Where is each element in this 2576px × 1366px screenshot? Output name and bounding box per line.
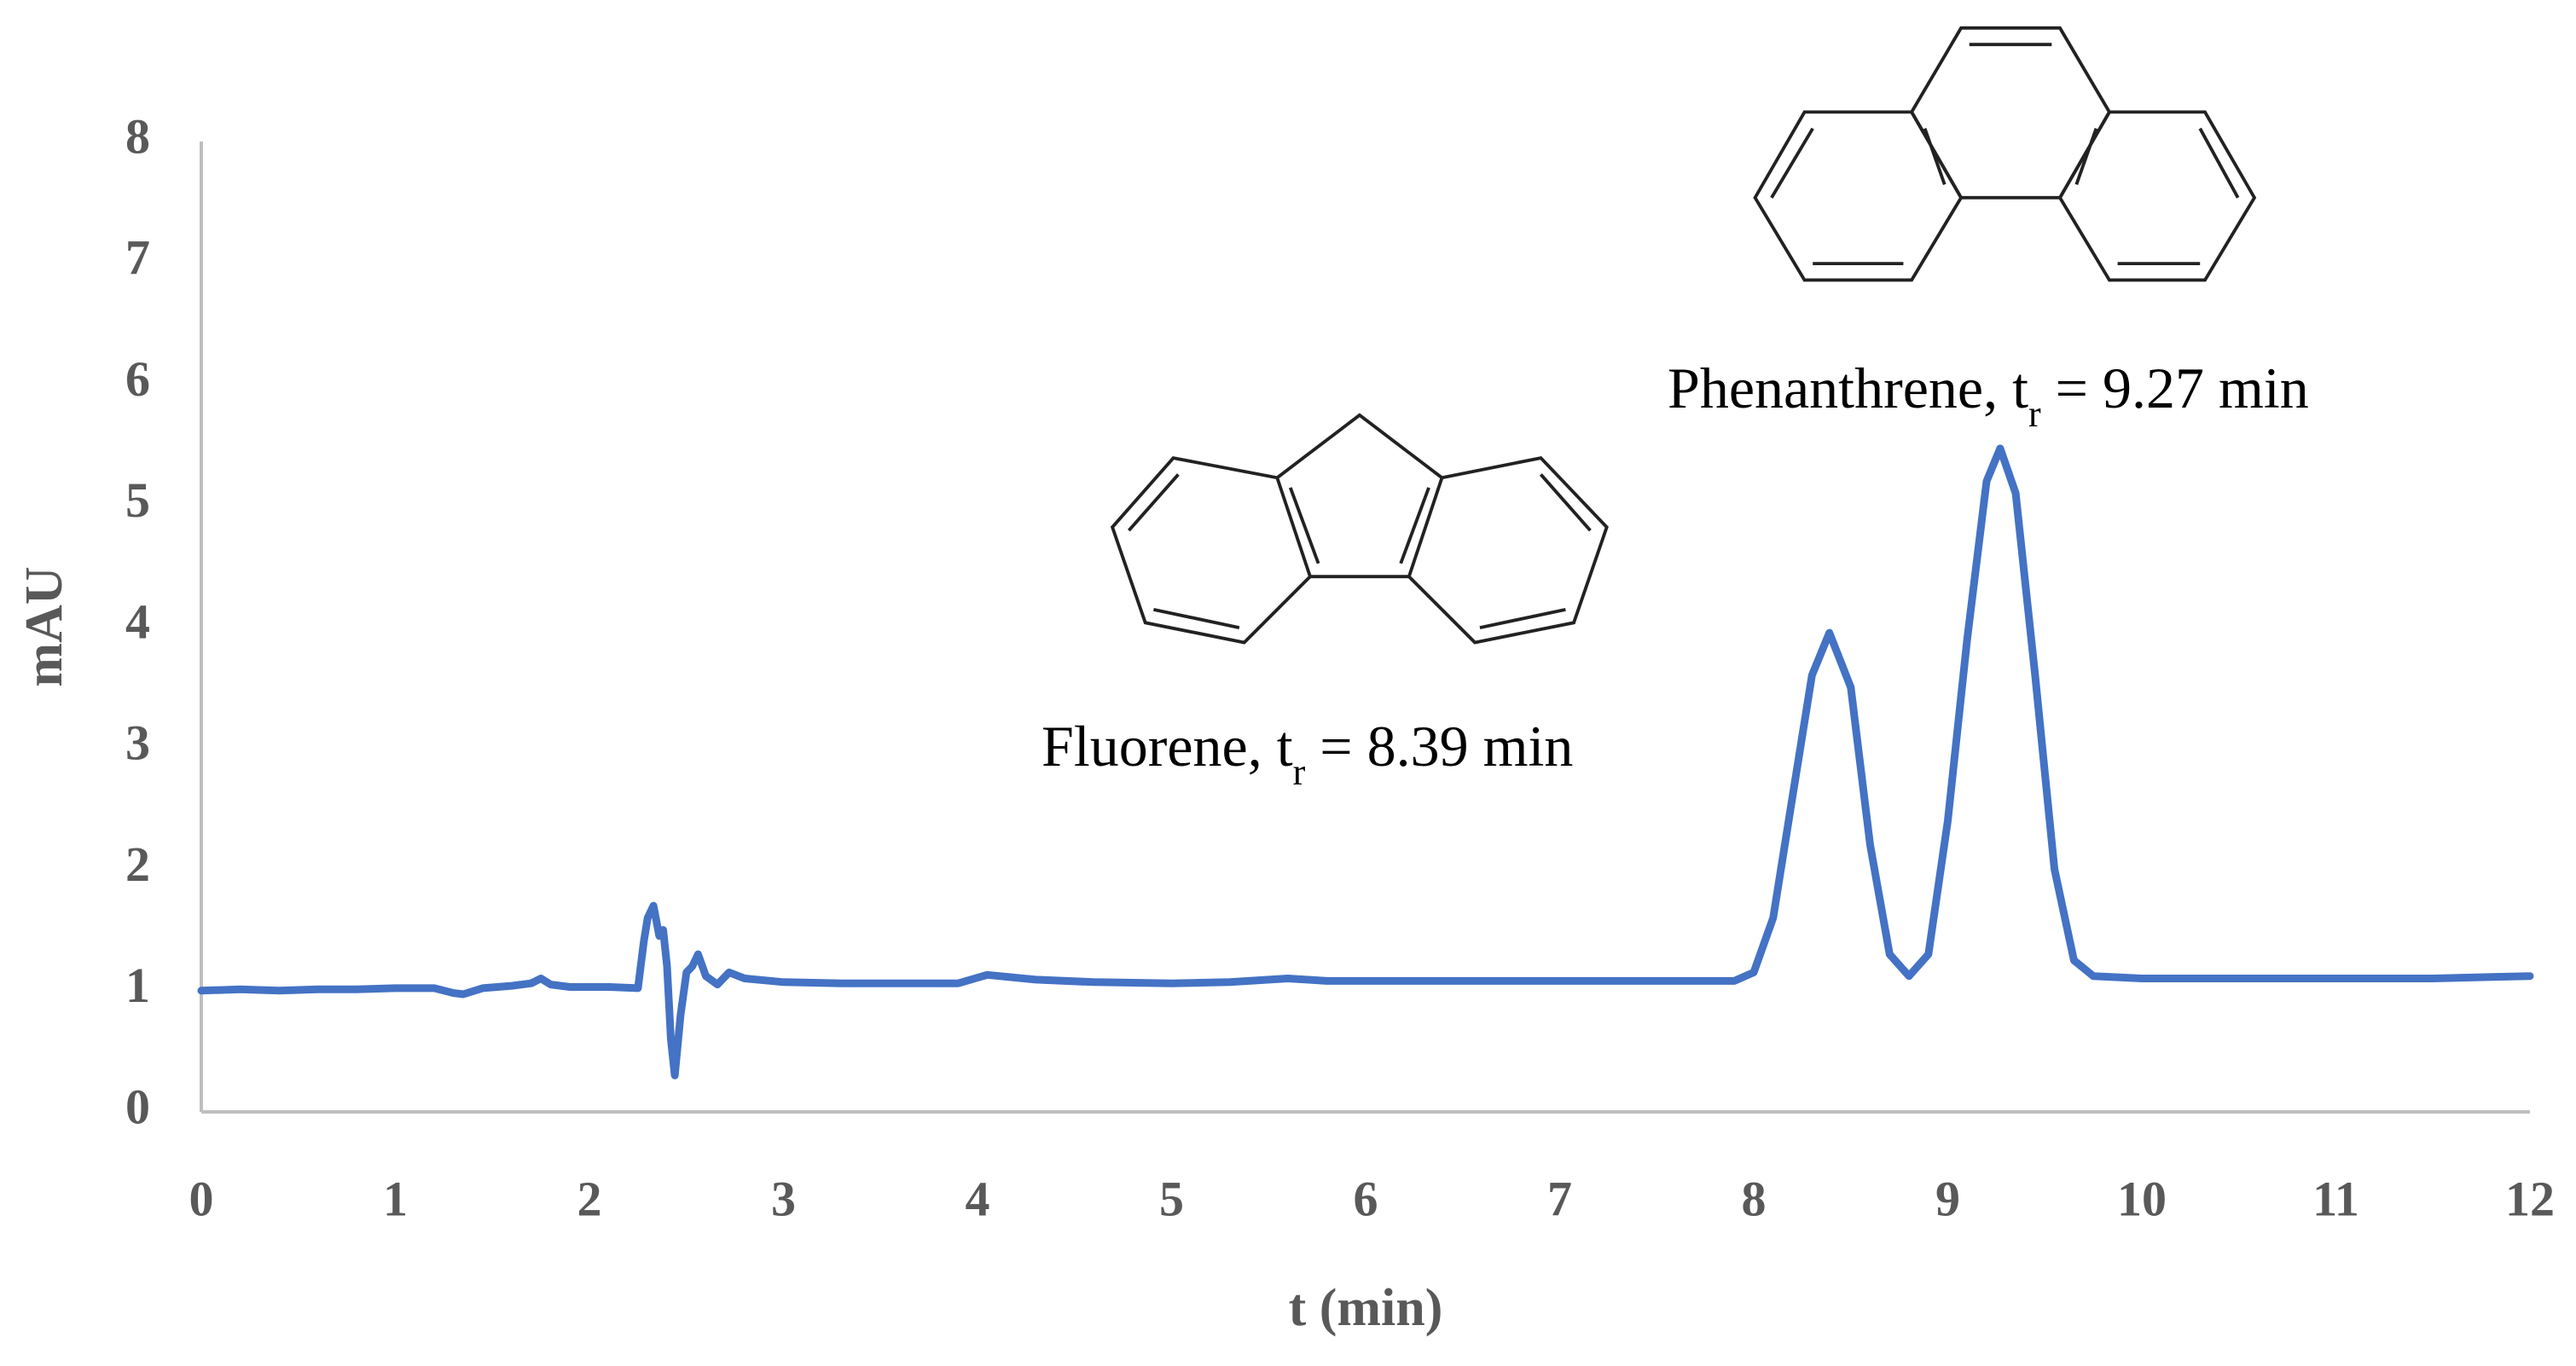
y-tick-label: 0 — [125, 1079, 150, 1134]
annotation-text: = 8.39 min — [1305, 714, 1573, 779]
x-tick-label: 9 — [1935, 1171, 1960, 1226]
y-tick-label: 4 — [125, 593, 150, 649]
x-tick-label: 5 — [1159, 1171, 1184, 1226]
y-tick-label: 6 — [125, 351, 150, 407]
y-tick-label: 7 — [125, 230, 150, 286]
y-axis-title: mAU — [15, 566, 73, 686]
x-tick-label: 2 — [577, 1171, 602, 1226]
annotation-text: Fluorene, t — [1041, 714, 1293, 779]
x-tick-label: 3 — [771, 1171, 796, 1226]
y-tick-label: 1 — [125, 958, 150, 1013]
x-tick-label: 6 — [1354, 1171, 1378, 1226]
annotation: Phenanthrene, tr = 9.27 min — [1668, 356, 2309, 435]
data-line — [197, 444, 2534, 1079]
x-tick-label: 10 — [2117, 1171, 2167, 1226]
x-tick-label: 1 — [383, 1171, 408, 1226]
x-tick-label: 12 — [2505, 1171, 2555, 1226]
y-tick-label: 5 — [125, 472, 150, 528]
y-tick-label: 8 — [125, 108, 150, 164]
annotation-subscript: r — [1293, 751, 1306, 793]
phenanthrene-structure — [1753, 26, 2257, 282]
annotation-subscript: r — [2028, 393, 2041, 435]
x-tick-label: 0 — [189, 1171, 214, 1226]
y-tick-label: 2 — [125, 836, 150, 892]
x-tick-label: 4 — [966, 1171, 990, 1226]
annotation: Fluorene, tr = 8.39 min — [1041, 714, 1573, 793]
annotation-text: Phenanthrene, t — [1668, 356, 2028, 420]
fluorene-structure — [1110, 413, 1609, 645]
y-tick-label: 3 — [125, 715, 150, 771]
annotation-text: = 9.27 min — [2041, 356, 2309, 420]
x-axis-title: t (min) — [1289, 1279, 1443, 1337]
x-tick-label: 7 — [1547, 1171, 1572, 1226]
x-tick-label: 8 — [1742, 1171, 1767, 1226]
x-tick-label: 11 — [2312, 1171, 2359, 1226]
